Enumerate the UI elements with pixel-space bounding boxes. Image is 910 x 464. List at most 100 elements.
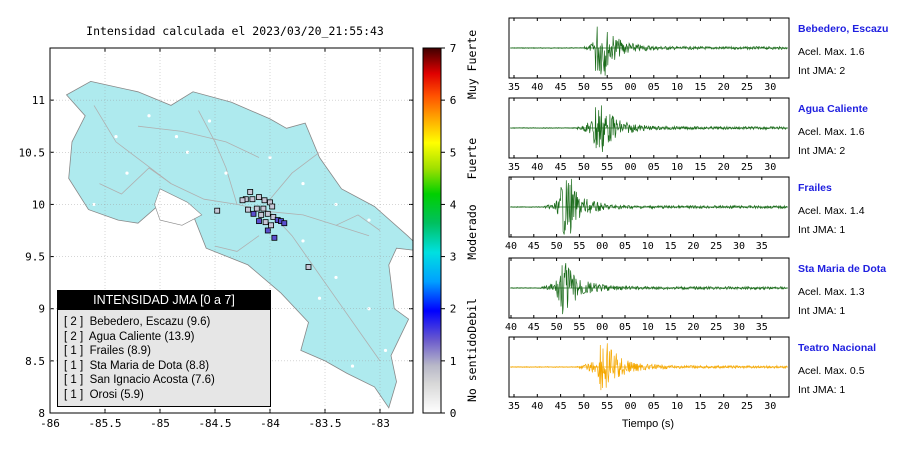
map-frame — [49, 47, 414, 414]
station-name: Agua Caliente — [798, 103, 868, 115]
map-y-tick-label: 11 — [32, 94, 45, 107]
seismogram-tick-label: 35 — [508, 82, 520, 93]
seismogram-trace — [510, 343, 788, 391]
station-jma: Int JMA: 2 — [798, 145, 845, 157]
town-dot — [268, 155, 272, 160]
map-x-tick-label: -83 — [370, 417, 390, 430]
seismogram-tick-label: 15 — [665, 241, 677, 252]
station-marker — [269, 203, 276, 210]
seismogram-tick-label: 00 — [596, 322, 608, 333]
seismogram-tick-label: 30 — [764, 162, 776, 173]
colorbar-tick-label: 7 — [450, 42, 457, 55]
station-jma: Int JMA: 2 — [798, 65, 845, 77]
gulf-of-nicoya — [154, 188, 203, 226]
map-y-tick-label: 10.5 — [19, 146, 46, 159]
seismogram-tick-label: 05 — [648, 162, 660, 173]
seismogram-tick-label: 30 — [764, 82, 776, 93]
legend-list: [ 2 ] Bebedero, Escazu (9.6) [ 2 ] Agua … — [58, 310, 270, 402]
station-marker — [270, 214, 277, 220]
colorbar-category-label: Debil — [465, 298, 479, 333]
seismogram-tick-label: 20 — [687, 322, 699, 333]
seismogram-tick-label: 40 — [531, 82, 543, 93]
seismogram-tick-label: 20 — [687, 241, 699, 252]
map-y-tick-label: 9 — [38, 303, 45, 316]
seismogram-xlabel: Tiempo (s) — [622, 418, 674, 430]
seismogram-tick-label: 35 — [756, 241, 768, 252]
road-line — [335, 214, 381, 231]
seismogram-tick-label: 25 — [741, 82, 753, 93]
seismogram-tick-label: 05 — [619, 241, 631, 252]
seismogram-tick-label: 35 — [508, 401, 520, 412]
seismogram-tick-label: 05 — [648, 82, 660, 93]
road-line — [214, 235, 260, 252]
seismogram-tick-label: 50 — [578, 401, 590, 412]
seismogram-tick-label: 45 — [528, 241, 540, 252]
town-dot — [114, 135, 118, 139]
town-dot — [367, 218, 371, 222]
town-dot — [185, 150, 190, 154]
seismogram-tick-label: 05 — [619, 322, 631, 333]
colorbar-tick-label: 2 — [450, 303, 457, 316]
seismogram-tick-label: 40 — [505, 322, 517, 333]
legend-item: [ 1 ] Frailes (8.9) — [64, 345, 151, 357]
station-marker — [258, 211, 265, 218]
legend-item: [ 2 ] Agua Caliente (13.9) — [64, 330, 195, 343]
colorbar-tick-label: 3 — [450, 251, 457, 264]
station-marker — [247, 189, 254, 195]
seismogram-trace — [510, 178, 788, 235]
station-marker — [260, 205, 267, 212]
town-dot — [301, 181, 305, 186]
seismogram-panel: 35 40 45 50 55 00 05 10 15 20 25 30 Bebedero, Escazu… — [508, 17, 888, 93]
seismogram-panel: 35 40 45 50 55 00 05 10 15 20 25 30 Teatro Nacional A… — [508, 336, 876, 412]
station-marker — [264, 227, 271, 234]
seismogram-tick-label: 10 — [642, 322, 654, 333]
town-dot — [317, 296, 322, 300]
colorbar-tick-label: 4 — [450, 198, 457, 211]
town-dot — [92, 202, 96, 207]
station-marker — [253, 205, 260, 212]
seismogram-tick-label: 15 — [694, 401, 706, 412]
seismogram-panel: 40 45 50 55 00 05 10 15 20 25 30 35 Frailes Acel. Max… — [505, 176, 865, 252]
map-x-tick-label: -86 — [40, 417, 60, 430]
station-marker — [271, 234, 278, 241]
town-dot — [224, 171, 228, 175]
map-y-tick-label: 10 — [32, 198, 45, 211]
station-jma: Int JMA: 1 — [798, 384, 845, 396]
intensity-legend: INTENSIDAD JMA [0 a 7] [ 2 ] Bebedero, E… — [57, 290, 271, 407]
map-y-tick-label: 8 — [38, 407, 45, 420]
road-line — [99, 167, 172, 195]
seismogram-tick-label: 45 — [555, 401, 567, 412]
seismogram-tick-label: 40 — [531, 162, 543, 173]
map-y-tick-label: 9.5 — [25, 251, 45, 264]
station-acel-max: Acel. Max. 1.3 — [798, 286, 865, 298]
station-marker — [262, 219, 269, 226]
seismogram-tick-label: 45 — [528, 322, 540, 333]
seismogram-tick-label: 35 — [508, 162, 520, 173]
seismogram-tick-label: 15 — [665, 322, 677, 333]
station-marker — [256, 218, 262, 225]
town-dot — [383, 348, 388, 353]
station-marker — [214, 207, 221, 214]
town-dot — [207, 119, 212, 123]
station-marker — [281, 220, 288, 227]
seismogram-tick-label: 00 — [596, 241, 608, 252]
seismogram-tick-label: 20 — [718, 82, 730, 93]
legend-item: [ 1 ] Orosi (5.9) — [64, 388, 144, 401]
station-acel-max: Acel. Max. 1.6 — [798, 46, 865, 58]
town-dot — [147, 114, 151, 118]
seismogram-trace — [510, 26, 788, 76]
seismogram-tick-label: 10 — [671, 162, 683, 173]
station-name: Bebedero, Escazu — [798, 23, 888, 35]
seismogram-tick-label: 25 — [710, 241, 722, 252]
seismogram-trace — [510, 263, 788, 315]
seismogram-tick-label: 00 — [624, 162, 636, 173]
station-name: Teatro Nacional — [798, 342, 876, 354]
seismogram-tick-label: 00 — [624, 401, 636, 412]
station-name: Sta Maria de Dota — [798, 263, 886, 275]
station-jma: Int JMA: 1 — [798, 224, 845, 236]
map-x-tick-label: -85 — [150, 417, 170, 430]
legend-item: [ 1 ] San Ignacio Acosta (7.6) — [64, 374, 215, 386]
legend-title: INTENSIDAD JMA [0 a 7] — [58, 291, 270, 310]
